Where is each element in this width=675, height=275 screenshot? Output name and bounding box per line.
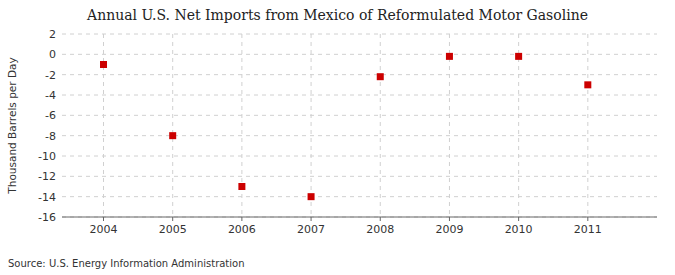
y-tick-label: -8 [45, 130, 56, 143]
y-tick-label: -16 [38, 211, 56, 224]
y-tick-label: -6 [45, 109, 56, 122]
y-ticks: 2 0 -2 -4 -6 -8 -10 -12 -14 -16 [38, 28, 56, 224]
y-grid-line [62, 95, 657, 96]
x-tick [587, 217, 588, 221]
y-tick-label: -2 [45, 69, 56, 82]
point [100, 61, 107, 68]
x-tick-label: 2007 [297, 223, 325, 236]
x-tick-label: 2011 [574, 223, 602, 236]
point [584, 81, 591, 88]
x-tick [449, 217, 450, 221]
point [515, 53, 522, 60]
x-tick-label: 2009 [435, 223, 463, 236]
y-tick-label: 2 [49, 28, 56, 41]
source-note: Source: U.S. Energy Information Administ… [8, 258, 245, 269]
x-tick [241, 217, 242, 221]
x-grid-line [587, 34, 588, 217]
x-tick [311, 217, 312, 221]
chart: 2004 2005 2006 2007 2008 2009 2010 2011 2 0 -2 -4 -6… [0, 0, 675, 275]
y-axis-label: Thousand Barrels per Day [6, 57, 18, 194]
x-tick [103, 217, 104, 221]
y-tick-label: -14 [38, 191, 56, 204]
y-grid-line [62, 34, 657, 35]
x-tick [518, 217, 519, 221]
x-ticks: 2004 2005 2006 2007 2008 2009 2010 2011 [90, 217, 602, 236]
grid [62, 34, 657, 217]
point [308, 193, 315, 200]
point [169, 132, 176, 139]
x-tick-label: 2004 [90, 223, 118, 236]
point [238, 183, 245, 190]
y-grid-line [62, 135, 657, 136]
x-tick-label: 2005 [159, 223, 187, 236]
x-grid-line [518, 34, 519, 217]
x-axis-line [62, 217, 657, 218]
y-grid-line [62, 217, 657, 218]
point [377, 73, 384, 80]
x-tick-label: 2006 [228, 223, 256, 236]
y-tick-label: -10 [38, 150, 56, 163]
x-tick [172, 217, 173, 221]
y-tick-label: -4 [45, 89, 56, 102]
y-grid-line [62, 74, 657, 75]
x-grid-line [311, 34, 312, 217]
y-grid-line [62, 54, 657, 55]
x-tick-label: 2008 [366, 223, 394, 236]
x-grid-line [172, 34, 173, 217]
x-tick [380, 217, 381, 221]
title: Annual U.S. Net Imports from Mexico of R… [86, 7, 588, 23]
x-grid-line [380, 34, 381, 217]
points [100, 53, 591, 200]
point [446, 53, 453, 60]
y-tick-label: -12 [38, 170, 56, 183]
y-tick-label: 0 [49, 48, 56, 61]
x-grid-line [449, 34, 450, 217]
x-tick-label: 2010 [505, 223, 533, 236]
y-grid-line [62, 176, 657, 177]
y-grid-line [62, 196, 657, 197]
y-grid-line [62, 115, 657, 116]
y-grid-line [62, 156, 657, 157]
